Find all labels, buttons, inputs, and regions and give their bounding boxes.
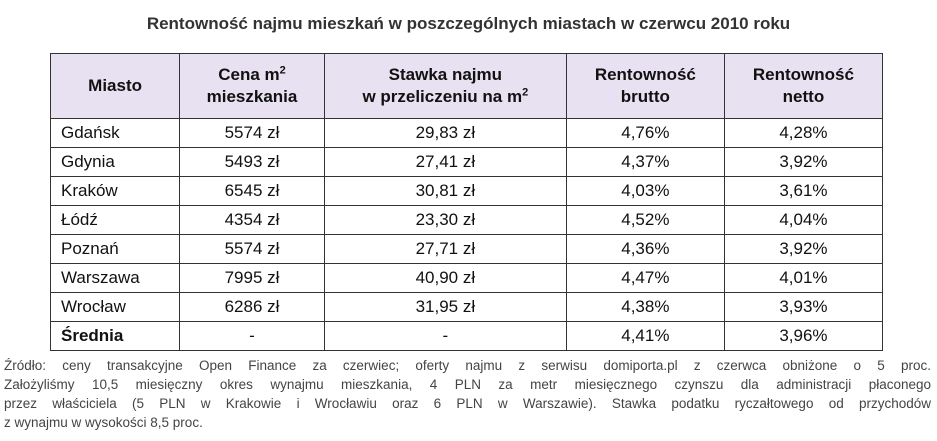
footnote: Źródło: ceny transakcyjne Open Finance z… bbox=[4, 356, 931, 432]
table-cell: 6545 zł bbox=[179, 176, 325, 206]
header-row: Miasto Cena m2 mieszkania Stawka najmu w prz… bbox=[49, 53, 884, 119]
header-text: Cena m bbox=[218, 65, 280, 84]
superscript: 2 bbox=[279, 64, 286, 77]
table-cell: 3,93% bbox=[723, 292, 884, 322]
table-cell: Poznań bbox=[49, 234, 181, 264]
table-cell: 3,92% bbox=[723, 147, 884, 177]
header-cell: Rentowność brutto bbox=[565, 53, 725, 119]
table-cell: 23,30 zł bbox=[323, 205, 567, 235]
table-cell: Średnia bbox=[49, 321, 181, 351]
table-cell: Łódź bbox=[49, 205, 181, 235]
table-cell: 4,52% bbox=[565, 205, 725, 235]
table-row: Poznań 5574 zł 27,71 zł 4,36% 3,92% bbox=[49, 234, 884, 264]
table-cell: - bbox=[179, 321, 325, 351]
table-cell: 6286 zł bbox=[179, 292, 325, 322]
table-cell: Gdynia bbox=[49, 147, 181, 177]
table-cell: 4,01% bbox=[723, 263, 884, 293]
table-cell: 4,36% bbox=[565, 234, 725, 264]
table-cell: Warszawa bbox=[49, 263, 181, 293]
table-row: Wrocław 6286 zł 31,95 zł 4,38% 3,93% bbox=[49, 292, 884, 322]
header-text: w przeliczeniu na m bbox=[362, 87, 523, 106]
table-cell: 4,37% bbox=[565, 147, 725, 177]
header-cell: Miasto bbox=[49, 53, 181, 119]
table-cell: 5574 zł bbox=[179, 118, 325, 148]
table-cell: 3,92% bbox=[723, 234, 884, 264]
header-text: Stawka najmu bbox=[388, 65, 503, 84]
header-text: Rentowność bbox=[752, 65, 854, 84]
table-cell: - bbox=[323, 321, 567, 351]
table-row: Gdańsk 5574 zł 29,83 zł 4,76% 4,28% bbox=[49, 118, 884, 148]
table-cell: 31,95 zł bbox=[323, 292, 567, 322]
table-row: Gdynia 5493 zł 27,41 zł 4,37% 3,92% bbox=[49, 147, 884, 177]
table-cell: 27,41 zł bbox=[323, 147, 567, 177]
table-cell: 4,38% bbox=[565, 292, 725, 322]
table-cell: 5493 zł bbox=[179, 147, 325, 177]
table-cell: Wrocław bbox=[49, 292, 181, 322]
header-text: netto bbox=[782, 87, 825, 106]
table-cell: 3,61% bbox=[723, 176, 884, 206]
table-cell: 4354 zł bbox=[179, 205, 325, 235]
superscript: 2 bbox=[522, 86, 529, 99]
title: Rentowność najmu mieszkań w poszczególny… bbox=[146, 14, 791, 33]
header-cell: Rentowność netto bbox=[723, 53, 884, 119]
header-cell: Cena m2 mieszkania bbox=[179, 53, 325, 119]
table-cell: 40,90 zł bbox=[323, 263, 567, 293]
table-row: Warszawa 7995 zł 40,90 zł 4,47% 4,01% bbox=[49, 263, 884, 293]
footnote-line: Założyliśmy 10,5 miesięczny okres wynajm… bbox=[4, 377, 931, 392]
table-cell: 29,83 zł bbox=[323, 118, 567, 148]
table-cell: Kraków bbox=[49, 176, 181, 206]
table: Miasto Cena m2 mieszkania Stawka najmu w prz… bbox=[49, 53, 884, 351]
table-cell: 4,04% bbox=[723, 205, 884, 235]
header-text: Rentowność bbox=[594, 65, 696, 84]
table-row: Łódź 4354 zł 23,30 zł 4,52% 4,04% bbox=[49, 205, 884, 235]
table-cell: 30,81 zł bbox=[323, 176, 567, 206]
table-cell: 27,71 zł bbox=[323, 234, 567, 264]
header-text: Miasto bbox=[88, 76, 142, 95]
footnote-line: przez właściciela (5 PLN w Krakowie i Wr… bbox=[4, 396, 931, 411]
header-text: brutto bbox=[620, 87, 670, 106]
header-cell: Stawka najmu w przeliczeniu na m2 bbox=[323, 53, 567, 119]
table-row: Kraków 6545 zł 30,81 zł 4,03% 3,61% bbox=[49, 176, 884, 206]
table-cell: 4,47% bbox=[565, 263, 725, 293]
table-cell: 4,41% bbox=[565, 321, 725, 351]
table-cell: 4,03% bbox=[565, 176, 725, 206]
table-row: Średnia - -4,41% 3,96% bbox=[49, 321, 884, 351]
table-cell: 5574 zł bbox=[179, 234, 325, 264]
footnote-line: z wynajmu w wysokości 8,5 proc. bbox=[4, 415, 203, 430]
table-cell: 4,28% bbox=[723, 118, 884, 148]
footnote-line: Źródło: ceny transakcyjne Open Finance z… bbox=[4, 358, 931, 373]
table-cell: 7995 zł bbox=[179, 263, 325, 293]
table-cell: Gdańsk bbox=[49, 118, 181, 148]
table-cell: 4,76% bbox=[565, 118, 725, 148]
table-cell: 3,96% bbox=[723, 321, 884, 351]
header-text: mieszkania bbox=[206, 87, 298, 106]
